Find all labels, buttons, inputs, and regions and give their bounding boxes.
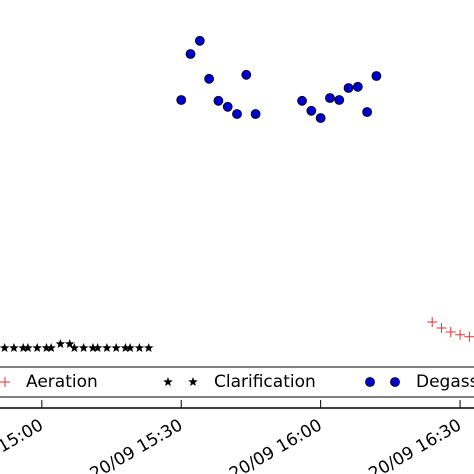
x-tick-label: 20/09 15:00 (0, 415, 47, 474)
legend-marker (163, 377, 173, 386)
legend-marker (365, 377, 375, 387)
star-marker (125, 343, 135, 352)
star-marker (111, 343, 121, 352)
star-marker (120, 343, 131, 352)
x-tick-label: 20/09 16:30 (366, 415, 466, 474)
circle-marker (204, 73, 215, 84)
x-tick-label: 20/09 16:00 (226, 415, 326, 474)
circle-marker (232, 109, 242, 119)
star-marker (134, 343, 145, 352)
plus-marker (427, 317, 438, 327)
star-marker (18, 343, 28, 352)
x-tick-label: 20/09 15:30 (87, 415, 187, 474)
star-marker (32, 343, 42, 352)
circle-marker (325, 93, 335, 103)
star-marker (46, 343, 56, 352)
plus-marker (455, 329, 466, 340)
legend-marker (0, 377, 10, 387)
star-marker (92, 343, 103, 352)
circle-marker (176, 95, 187, 105)
star-marker (23, 343, 33, 352)
star-marker (55, 339, 66, 348)
circle-marker (213, 95, 224, 106)
legend-label: Degassing (416, 372, 474, 392)
circle-marker (371, 71, 382, 81)
star-marker (144, 343, 154, 352)
circle-marker (250, 109, 261, 119)
star-marker (0, 343, 10, 352)
plus-marker (436, 323, 447, 333)
circle-marker (334, 95, 345, 105)
star-marker (69, 343, 80, 352)
circle-marker (297, 95, 307, 106)
star-marker (9, 343, 19, 352)
circle-marker (185, 49, 196, 59)
star-marker (102, 343, 112, 352)
legend-label: Clarification (214, 372, 316, 392)
circle-marker (352, 81, 363, 92)
circle-marker (306, 105, 317, 116)
plus-marker (464, 331, 474, 342)
circle-marker (241, 69, 252, 80)
circle-marker (343, 83, 354, 93)
legend-marker (390, 377, 400, 387)
circle-marker (315, 113, 326, 123)
star-marker (65, 339, 75, 348)
star-marker (41, 343, 52, 352)
circle-marker (222, 101, 233, 112)
plus-marker (445, 327, 456, 337)
star-marker (88, 343, 98, 352)
circle-marker (362, 107, 373, 117)
star-marker (78, 343, 89, 352)
legend-marker (188, 377, 198, 386)
circle-marker (194, 35, 205, 46)
legend-label: Aeration (26, 372, 98, 392)
